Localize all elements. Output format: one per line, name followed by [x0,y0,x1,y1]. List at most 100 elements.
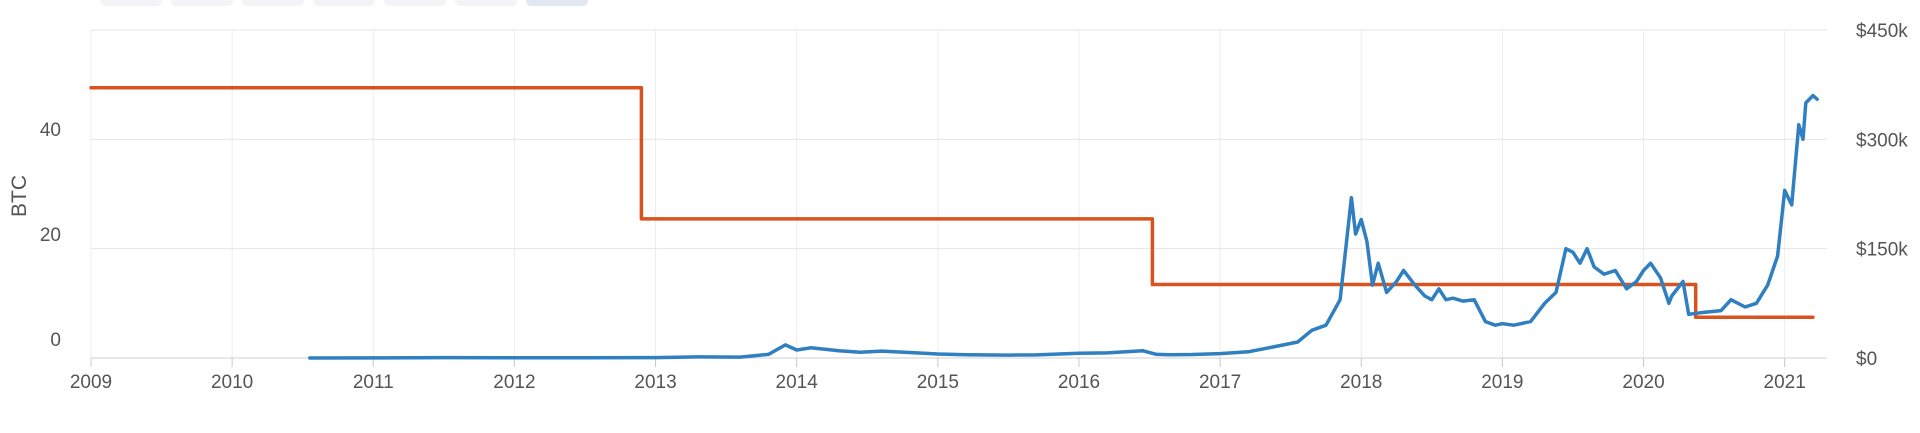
series-1-point [1338,298,1342,301]
range-button-5[interactable] [455,0,517,6]
range-button-6[interactable] [526,0,588,6]
series-1-point [809,346,813,349]
series-1-point [1571,251,1575,254]
series-1-point [1169,353,1172,356]
series-1-point [1743,305,1747,309]
series-1-point [1801,138,1805,141]
x-tick-label: 2012 [493,372,535,393]
series-1-point [583,356,587,359]
series-1-point [1797,123,1800,126]
series-1-point [837,349,841,352]
series-1-point [1035,353,1038,357]
series-1-point [1354,232,1357,236]
series-1-point [908,351,911,354]
series-1-point [1804,101,1808,105]
x-tick-label: 2016 [1058,372,1100,393]
y2-tick-label: $300k [1856,130,1908,151]
series-1-point [696,355,700,359]
series-1-point [880,349,883,353]
series-0-point [640,86,643,89]
series-1-point [1578,262,1582,265]
series-1-point [372,356,375,360]
series-1-point [1783,189,1786,192]
series-1-point [1625,287,1628,290]
series-1-point [1077,352,1081,355]
range-button-2[interactable] [242,0,304,6]
series-1-point [1642,269,1645,272]
range-button-1[interactable] [171,0,233,6]
series-1-point [1512,324,1515,327]
series-1-point [1141,349,1144,352]
series-1-point [1755,302,1758,305]
series-1-point [964,353,968,356]
series-1-point [513,356,516,359]
series-1-point [795,348,798,352]
y-tick-label: 20 [40,225,61,246]
series-1-point [1413,283,1417,287]
series-1-point [859,350,862,354]
series-1-point [1815,98,1819,101]
x-tick-label: 2013 [634,372,676,393]
range-button-4[interactable] [384,0,446,6]
series-1-point [1667,302,1671,305]
series-1-point [308,356,311,360]
series-1-point [654,356,657,359]
series-1-point [1811,94,1815,97]
series-1-point [936,352,940,356]
series-1-point [1430,298,1434,301]
series-0-point [89,86,93,89]
range-button-3[interactable] [313,0,375,6]
series-1-point [1501,322,1504,325]
series-1-point [1494,324,1497,327]
series-1-point [1155,353,1158,356]
series-1-point [1698,311,1702,315]
series-1-point [1451,297,1455,300]
series-1-point [1190,353,1194,356]
series-1-point [1776,254,1779,258]
series-1-point [1371,283,1374,287]
series-0-point [1694,316,1697,319]
x-tick-label: 2011 [353,372,394,393]
range-button-bar [100,0,588,6]
series-0-point [1694,283,1697,286]
series-1-point [1444,298,1448,301]
series-1-point [1484,320,1487,323]
series-1-point [1529,320,1532,323]
series-1-point [1790,203,1793,207]
series-1-point [1729,298,1733,301]
range-button-0[interactable] [100,0,162,6]
y2-tick-label: $450k [1856,21,1908,42]
series-1-point [1007,353,1010,357]
series-0-point [640,217,643,221]
series-1-point [1360,218,1363,221]
series-1-point [1614,269,1617,272]
series-0-point [1151,217,1154,221]
series-1-point [1670,294,1673,298]
series-1-point [1376,262,1380,265]
x-tick-label: 2020 [1622,372,1664,393]
series-1-point [1585,247,1589,250]
series-1-point [1423,294,1426,298]
series-1-point [1659,276,1662,280]
x-tick-label: 2021 [1764,372,1806,393]
x-tick-label: 2014 [776,372,819,393]
x-tick-label: 2010 [211,372,253,393]
axis-ticks: 2009 2010 2011 2012 2013 2014 2015 2016 2017 2018… [40,21,1908,393]
series-1-point [1105,351,1109,355]
series-1-point [767,353,770,356]
x-tick-label: 2009 [70,372,112,393]
series-line-0 [89,85,1815,320]
series-1-point [1687,313,1690,316]
series-1-point [1282,343,1285,347]
series-1-point [1649,262,1652,265]
x-tick-label: 2015 [917,372,959,393]
series-1-point [1564,247,1568,250]
series-1-point [1461,299,1465,303]
y-tick-label: 40 [40,120,61,141]
series-1-point [442,356,446,359]
series-line-1 [308,93,1819,360]
y-axis-label: BTC [8,175,31,217]
series-1-point [1402,269,1405,272]
series-1-point [784,343,787,347]
